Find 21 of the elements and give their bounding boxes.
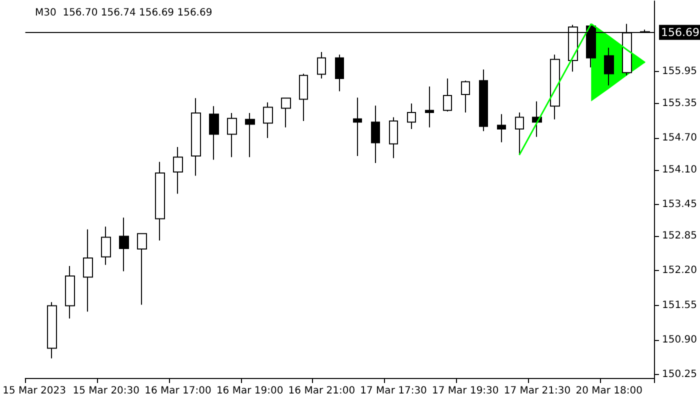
- x-tick-label: 17 Mar 19:30: [432, 386, 499, 396]
- y-tick-label: 153.45: [662, 198, 698, 210]
- y-tick-label: 154.10: [662, 164, 698, 176]
- x-tick-label: 15 Mar 20:30: [72, 386, 140, 396]
- y-tick-label: 150.90: [662, 334, 698, 346]
- y-tick-label: 150.25: [662, 368, 698, 380]
- y-tick-label: 154.70: [662, 132, 698, 144]
- y-tick-label: 151.55: [662, 300, 698, 311]
- x-tick-label: 20 Mar 18:00: [576, 386, 642, 396]
- x-tick-label: 16 Mar 21:00: [288, 386, 356, 396]
- x-tick-label: 15 Mar 2023: [2, 386, 66, 396]
- y-tick-label: 152.85: [662, 230, 698, 242]
- ref-line-label: 156.69: [661, 26, 700, 39]
- x-tick-label: 16 Mar 17:00: [144, 386, 212, 396]
- x-tick-label: 17 Mar 21:30: [504, 386, 571, 396]
- x-tick-label: 17 Mar 17:30: [360, 386, 427, 396]
- x-tick-label: 16 Mar 19:00: [216, 386, 284, 396]
- y-tick-label: 155.95: [662, 66, 698, 78]
- y-tick-label: 155.35: [662, 98, 698, 109]
- y-tick-label: 152.20: [662, 265, 698, 276]
- text: M30 156.70 156.74 156.69 156.69: [35, 8, 212, 18]
